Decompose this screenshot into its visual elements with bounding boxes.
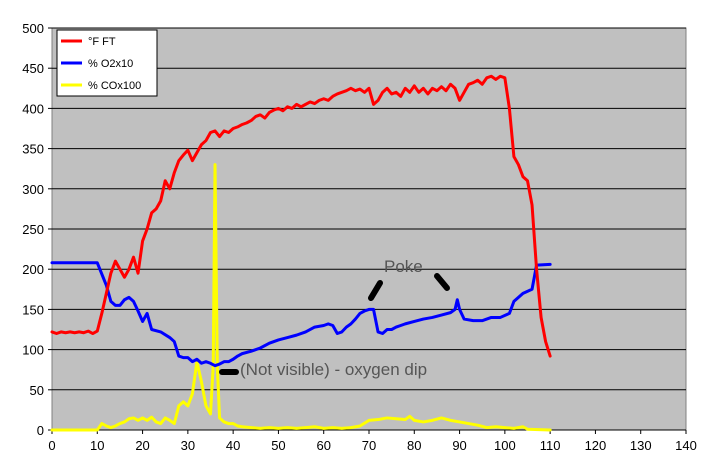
x-tick-label: 110 bbox=[540, 438, 561, 453]
legend-label-ft: °F FT bbox=[88, 36, 116, 48]
x-tick-label: 40 bbox=[226, 438, 240, 453]
y-tick-label: 0 bbox=[37, 423, 44, 438]
y-tick-label: 400 bbox=[22, 101, 44, 116]
legend-label-o2: % O2x10 bbox=[88, 58, 133, 70]
x-tick-label: 0 bbox=[48, 438, 55, 453]
x-tick-label: 80 bbox=[407, 438, 421, 453]
x-tick-label: 140 bbox=[675, 438, 697, 453]
x-tick-label: 30 bbox=[181, 438, 195, 453]
legend: °F FT % O2x10 % COx100 bbox=[56, 29, 158, 97]
x-tick-label: 90 bbox=[452, 438, 466, 453]
x-tick-label: 130 bbox=[630, 438, 652, 453]
y-axis-ticks: 0 50 100 150 200 250 300 350 400 450 500 bbox=[22, 21, 52, 438]
poke-dash-left bbox=[368, 280, 383, 301]
x-axis-ticks: 0 10 20 30 40 50 60 70 80 90 100 110 120 130 140 bbox=[48, 430, 697, 453]
series-line-1 bbox=[50, 261, 552, 368]
y-tick-label: 350 bbox=[22, 142, 44, 157]
x-tick-label: 120 bbox=[585, 438, 607, 453]
x-tick-label: 60 bbox=[316, 438, 330, 453]
annotations: Poke (Not visible) - oxygen dip bbox=[219, 257, 450, 379]
x-tick-label: 70 bbox=[362, 438, 376, 453]
grid-lines bbox=[52, 27, 686, 431]
y-tick-label: 200 bbox=[22, 262, 44, 277]
series-layer bbox=[50, 74, 552, 432]
poke-dash-right bbox=[434, 273, 450, 291]
series-line-0 bbox=[50, 74, 552, 358]
y-tick-label: 450 bbox=[22, 61, 44, 76]
y-tick-label: 500 bbox=[22, 21, 44, 36]
series-line-2 bbox=[50, 163, 552, 432]
x-tick-label: 20 bbox=[135, 438, 149, 453]
y-tick-label: 150 bbox=[22, 302, 44, 317]
legend-label-co: % COx100 bbox=[88, 80, 141, 92]
y-tick-label: 250 bbox=[22, 222, 44, 237]
x-tick-label: 10 bbox=[90, 438, 104, 453]
y-tick-label: 50 bbox=[30, 383, 44, 398]
annotation-oxygen-dip: (Not visible) - oxygen dip bbox=[240, 360, 427, 379]
x-tick-label: 100 bbox=[494, 438, 516, 453]
y-tick-label: 100 bbox=[22, 343, 44, 358]
x-tick-label: 50 bbox=[271, 438, 285, 453]
annotation-poke: Poke bbox=[384, 257, 423, 276]
y-tick-label: 300 bbox=[22, 182, 44, 197]
